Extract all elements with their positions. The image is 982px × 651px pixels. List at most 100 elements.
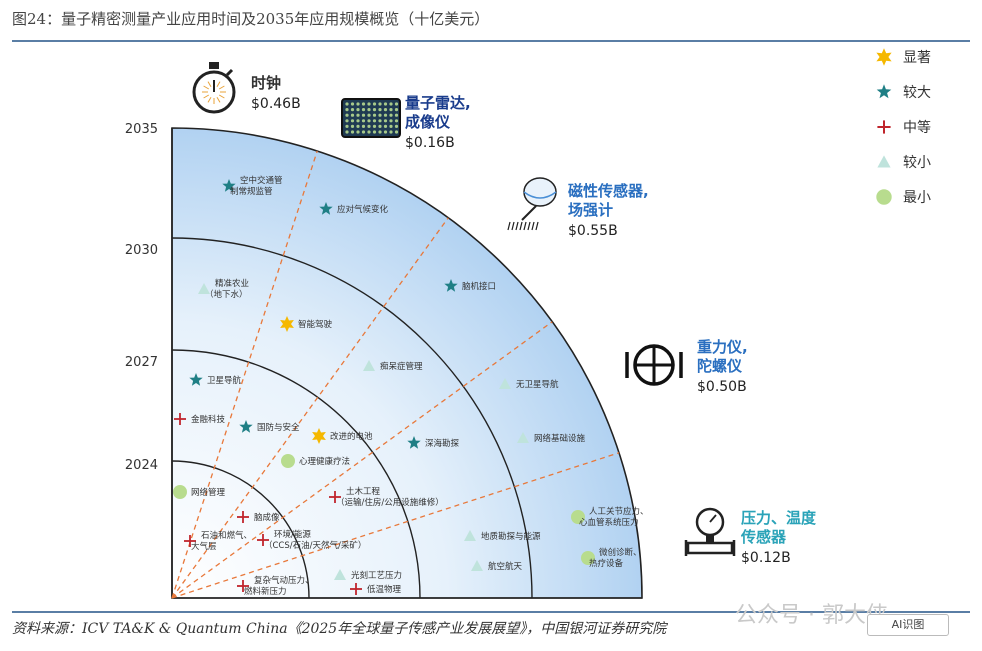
legend-label: 较小	[903, 155, 931, 171]
large-marker	[239, 420, 253, 433]
large-marker	[407, 436, 421, 449]
application-label: 心理健康疗法	[299, 456, 350, 467]
application-item: 航空航天	[471, 560, 523, 572]
application-label: 复杂气动压力、	[254, 575, 314, 586]
small-marker	[471, 560, 483, 571]
application-item: 网络基础设施	[517, 432, 586, 444]
application-label: （地下水）	[205, 289, 248, 300]
application-item: 深海勘探	[407, 436, 460, 449]
application-item: 脑机接口	[444, 279, 496, 292]
figure-title: 图24：量子精密测量产业应用时间及2035年应用规模概览（十亿美元）	[12, 10, 490, 28]
footer-rule	[12, 611, 970, 613]
application-label: 痴呆症管理	[380, 361, 423, 372]
imager-icon	[341, 98, 401, 138]
medium-marker	[237, 580, 249, 592]
application-label: 无卫星导航	[516, 379, 559, 390]
application-item: 精准农业（地下水）	[198, 278, 249, 300]
minimal-marker	[876, 189, 892, 205]
application-label: 环境/能源	[274, 529, 311, 540]
application-item: 应对气候变化	[319, 202, 389, 215]
legend-label: 最小	[903, 190, 931, 206]
sector-divider	[171, 321, 553, 599]
application-label: 心血管系统压力	[579, 517, 639, 528]
small-marker	[517, 432, 529, 443]
quadrant-diagram: 2024 2027 2030 2035 空中交通管制常规监管应对气候变化精准农业（地下…	[125, 48, 931, 599]
application-item: 心理健康疗法	[281, 454, 350, 468]
gauge-icon	[684, 507, 736, 556]
small-marker	[464, 530, 476, 541]
year-ring	[171, 237, 533, 599]
application-item: 人工关节应力、心血管系统压力	[571, 506, 649, 528]
application-item: 卫星导航	[189, 373, 242, 386]
year-ring	[171, 460, 310, 599]
category-block: 时钟 $0.46B	[192, 62, 301, 114]
application-label: 人工关节应力、	[589, 506, 649, 517]
fan-background	[171, 127, 643, 599]
medium-marker	[350, 583, 362, 595]
significant-marker	[280, 316, 294, 332]
year-label: 2035	[125, 122, 158, 137]
year-label: 2027	[125, 355, 158, 370]
title-rule	[12, 40, 970, 42]
application-label: 应对气候变化	[337, 204, 389, 215]
application-item: 改进的电池	[312, 428, 373, 444]
minimal-marker	[581, 551, 595, 565]
category-name: 陀螺仪	[697, 357, 743, 375]
category-value: $0.50B	[697, 379, 747, 395]
application-label: 智能驾驶	[298, 319, 333, 330]
category-name: 压力、温度	[741, 509, 817, 527]
source-note: 资料来源：ICV TA&K & Quantum China《2025年全球量子传…	[12, 621, 667, 637]
watermark: 公众号 · 郭大侠	[735, 603, 888, 628]
sector-divider	[171, 217, 449, 599]
application-item: 网络管理	[173, 485, 226, 499]
application-item: 金融科技	[174, 413, 226, 425]
large-marker	[189, 373, 203, 386]
category-block: 量子雷达,成像仪 $0.16B	[341, 94, 471, 151]
application-label: 金融科技	[191, 414, 226, 425]
small-marker	[877, 155, 891, 168]
year-label: 2024	[125, 458, 158, 473]
category-name: 成像仪	[405, 113, 451, 131]
application-label: 深海勘探	[425, 438, 460, 449]
legend-label: 显著	[903, 50, 931, 66]
application-item: 环境/能源（CCS/石油/天然气/采矿）	[257, 529, 366, 551]
large-marker	[876, 84, 892, 99]
category-value: $0.55B	[568, 223, 618, 239]
application-label: 精准农业	[215, 278, 249, 289]
year-label: 2030	[125, 243, 158, 258]
ai-image-button[interactable]: AI识图	[867, 614, 949, 636]
application-item: 光刻工艺压力	[334, 569, 402, 581]
application-label: 低温物理	[367, 584, 402, 595]
application-label: 航空航天	[488, 561, 523, 572]
large-marker	[319, 202, 333, 215]
legend-label: 中等	[903, 119, 931, 136]
category-value: $0.12B	[741, 550, 791, 566]
large-marker	[444, 279, 458, 292]
medium-marker	[184, 535, 196, 547]
application-label: 热疗设备	[589, 558, 624, 569]
small-marker	[363, 360, 375, 371]
application-label: 燃料新压力	[244, 586, 287, 597]
category-name: 时钟	[251, 74, 281, 92]
category-value: $0.16B	[405, 135, 455, 151]
application-label: 石油和燃气、	[201, 530, 252, 541]
minimal-marker	[571, 510, 585, 524]
small-marker	[198, 283, 210, 294]
significant-marker	[312, 428, 326, 444]
legend-label: 较大	[903, 85, 931, 101]
legend-item: 较大	[876, 84, 931, 101]
category-name: 磁性传感器,	[568, 182, 649, 200]
application-item: 脑成像	[237, 511, 280, 523]
application-label: 网络基础设施	[534, 433, 586, 444]
application-label: （CCS/石油/天然气/采矿）	[264, 540, 366, 551]
category-value: $0.46B	[251, 96, 301, 112]
application-label: 土木工程	[346, 486, 381, 497]
application-item: 低温物理	[350, 583, 402, 595]
category-name: 传感器	[740, 528, 787, 546]
legend-item: 最小	[876, 189, 931, 206]
year-ring	[171, 349, 421, 599]
medium-marker	[257, 534, 269, 546]
application-item: 复杂气动压力、燃料新压力	[237, 575, 314, 597]
